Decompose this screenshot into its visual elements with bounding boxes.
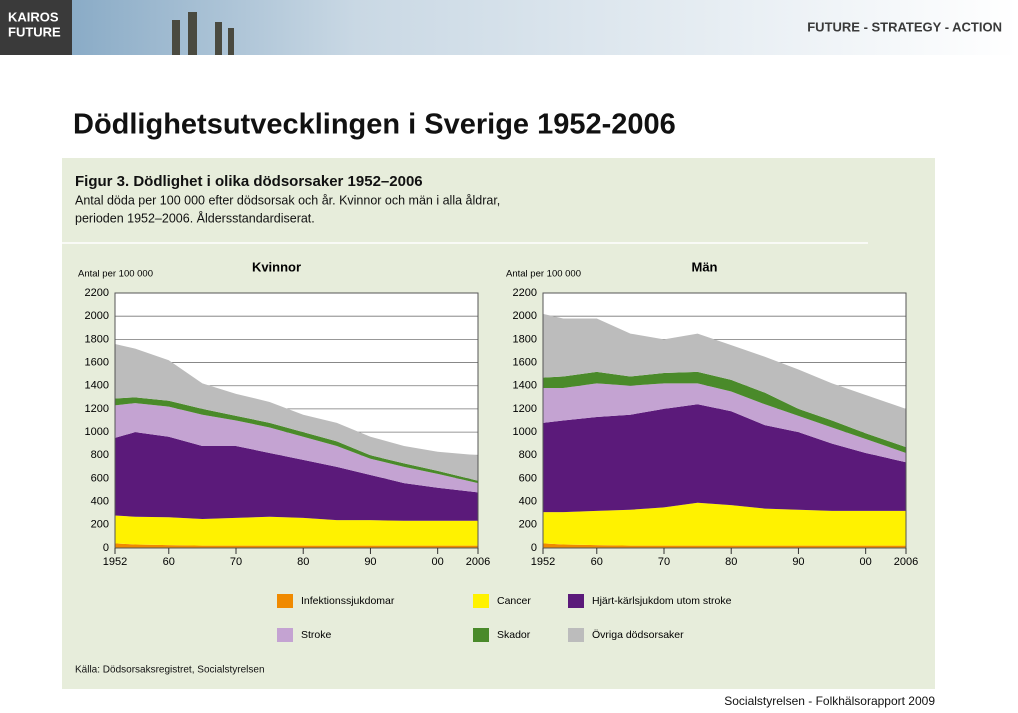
y-tick-label: 600 — [91, 472, 109, 484]
area — [543, 404, 906, 513]
x-tick-label: 90 — [792, 556, 804, 568]
logo-box — [0, 0, 72, 55]
y-tick-label: 1000 — [85, 426, 109, 438]
x-tick-label: 90 — [364, 556, 376, 568]
area — [543, 313, 906, 448]
area — [115, 403, 478, 493]
x-tick-label: 1952 — [531, 556, 555, 568]
y-tick-label: 2000 — [513, 310, 537, 322]
footer: Socialstyrelsen - Folkhälsorapport 2009 — [724, 694, 935, 708]
y-tick-label: 1400 — [85, 380, 109, 392]
tagline: FUTURE - STRATEGY - ACTION — [807, 19, 1002, 34]
y-tick-label: 1000 — [513, 426, 537, 438]
area — [115, 515, 478, 546]
y-tick-label: 200 — [91, 519, 109, 531]
legend-label: Cancer — [497, 595, 531, 607]
y-tick-label: 2000 — [85, 310, 109, 322]
x-tick-label: 1952 — [103, 556, 127, 568]
plot-frame — [542, 292, 907, 549]
y-tick-label: 1600 — [513, 356, 537, 368]
y-tick-label: 800 — [91, 449, 109, 461]
x-tick-label: 70 — [230, 556, 242, 568]
legend-label: Stroke — [301, 629, 332, 641]
logo: FUTURE — [8, 24, 61, 39]
area — [115, 397, 478, 484]
y-tick-label: 1600 — [85, 356, 109, 368]
y-axis-label: Antal per 100 000 — [506, 269, 581, 280]
y-tick-label: 1200 — [513, 403, 537, 415]
header-figures — [172, 12, 234, 55]
x-tick-label: 60 — [591, 556, 603, 568]
area — [543, 371, 906, 453]
figure-title: Figur 3. Dödlighet i olika dödsorsaker 1… — [75, 173, 423, 190]
x-tick-label: 60 — [163, 556, 175, 568]
header-bar — [0, 0, 1018, 55]
legend-swatch — [473, 594, 489, 608]
area — [115, 432, 478, 521]
y-tick-label: 600 — [519, 472, 537, 484]
x-tick-label: 80 — [725, 556, 737, 568]
y-tick-label: 1800 — [85, 333, 109, 345]
legend-swatch — [277, 628, 293, 642]
y-tick-label: 1800 — [513, 333, 537, 345]
x-tick-label: 80 — [297, 556, 309, 568]
y-tick-label: 1400 — [513, 380, 537, 392]
chart-title: Kvinnor — [252, 259, 301, 274]
figure-subtitle: Antal döda per 100 000 efter dödsorsak o… — [75, 193, 500, 207]
y-tick-label: 0 — [531, 542, 537, 554]
y-tick-label: 1200 — [85, 403, 109, 415]
x-tick-label: 00 — [432, 556, 444, 568]
x-tick-label: 70 — [658, 556, 670, 568]
logo: KAIROS — [8, 9, 59, 24]
legend-label: Skador — [497, 629, 531, 641]
slide-title: Dödlighetsutvecklingen i Sverige 1952-20… — [73, 109, 676, 141]
area — [543, 502, 906, 546]
legend-swatch — [473, 628, 489, 642]
y-tick-label: 0 — [103, 542, 109, 554]
area — [115, 344, 478, 481]
legend-label: Övriga dödsorsaker — [592, 629, 684, 641]
chart-title: Män — [692, 259, 718, 274]
plot-frame — [114, 292, 479, 549]
y-tick-label: 400 — [91, 496, 109, 508]
x-tick-label: 2006 — [466, 556, 490, 568]
y-tick-label: 400 — [519, 496, 537, 508]
x-tick-label: 2006 — [894, 556, 918, 568]
figure-source: Källa: Dödsorsaksregistret, Socialstyrel… — [75, 665, 265, 676]
y-tick-label: 2200 — [85, 287, 109, 299]
y-tick-label: 2200 — [513, 287, 537, 299]
y-tick-label: 200 — [519, 519, 537, 531]
legend-swatch — [568, 628, 584, 642]
y-axis-label: Antal per 100 000 — [78, 269, 153, 280]
legend-swatch — [568, 594, 584, 608]
figure-subtitle: perioden 1952–2006. Åldersstandardiserat… — [75, 210, 315, 225]
legend-swatch — [277, 594, 293, 608]
legend-label: Hjärt-kärlsjukdom utom stroke — [592, 595, 732, 607]
area — [543, 383, 906, 463]
y-tick-label: 800 — [519, 449, 537, 461]
legend-label: Infektionssjukdomar — [301, 595, 395, 607]
x-tick-label: 00 — [860, 556, 872, 568]
